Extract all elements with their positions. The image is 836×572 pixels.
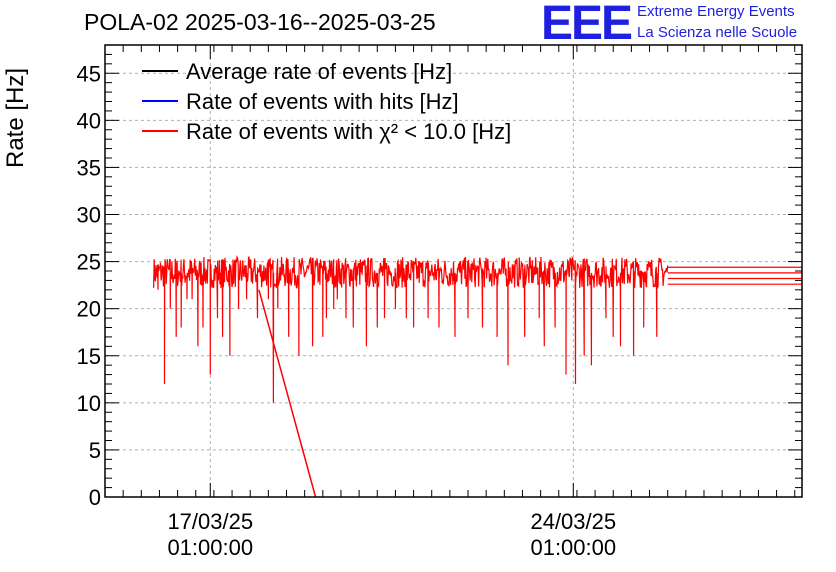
x-tick-date: 24/03/25 xyxy=(530,509,617,534)
y-tick-label: 5 xyxy=(89,438,101,463)
x-tick-label: 17/03/25 01:00:00 xyxy=(140,509,280,561)
y-tick-label: 0 xyxy=(89,485,101,510)
y-tick-label: 15 xyxy=(77,344,101,369)
chart-series xyxy=(153,255,802,498)
eee-logo: EEE xyxy=(541,0,633,50)
chart-grid xyxy=(105,45,802,497)
y-tick-label: 20 xyxy=(77,297,101,322)
legend-item-average: Average rate of events [Hz] xyxy=(142,59,452,85)
chart-axes: 0 5 10 15 20 25 30 35 40 45 xyxy=(77,45,802,510)
y-tick-label: 45 xyxy=(77,61,101,86)
x-tick-label: 24/03/25 01:00:00 xyxy=(503,509,643,561)
legend-swatch-average xyxy=(142,70,178,73)
x-tick-date: 17/03/25 xyxy=(167,509,254,534)
series-line-chi2 xyxy=(153,255,669,403)
legend-label-hits: Rate of events with hits [Hz] xyxy=(186,89,459,114)
y-tick-label: 30 xyxy=(77,203,101,228)
chart-title: POLA-02 2025-03-16--2025-03-25 xyxy=(84,9,436,35)
logo-subtitle-2: La Scienza nelle Scuole xyxy=(637,24,798,41)
legend-swatch-chi2 xyxy=(142,130,178,133)
legend-item-hits: Rate of events with hits [Hz] xyxy=(142,89,459,115)
legend-swatch-hits xyxy=(142,100,178,103)
legend-label-average: Average rate of events [Hz] xyxy=(186,59,453,84)
legend-item-chi2: Rate of events with χ² < 10.0 [Hz] xyxy=(142,119,511,145)
series-drop-segment xyxy=(258,289,317,498)
x-tick-time: 01:00:00 xyxy=(530,535,617,560)
y-tick-label: 40 xyxy=(77,108,101,133)
legend-label-chi2: Rate of events with χ² < 10.0 [Hz] xyxy=(186,119,512,144)
logo-subtitle-1: Extreme Energy Events xyxy=(637,3,795,20)
x-tick-time: 01:00:00 xyxy=(167,535,254,560)
y-tick-label: 35 xyxy=(77,155,101,180)
y-tick-label: 10 xyxy=(77,391,101,416)
y-tick-label: 25 xyxy=(77,250,101,275)
y-axis-label: Rate [Hz] xyxy=(2,67,29,168)
